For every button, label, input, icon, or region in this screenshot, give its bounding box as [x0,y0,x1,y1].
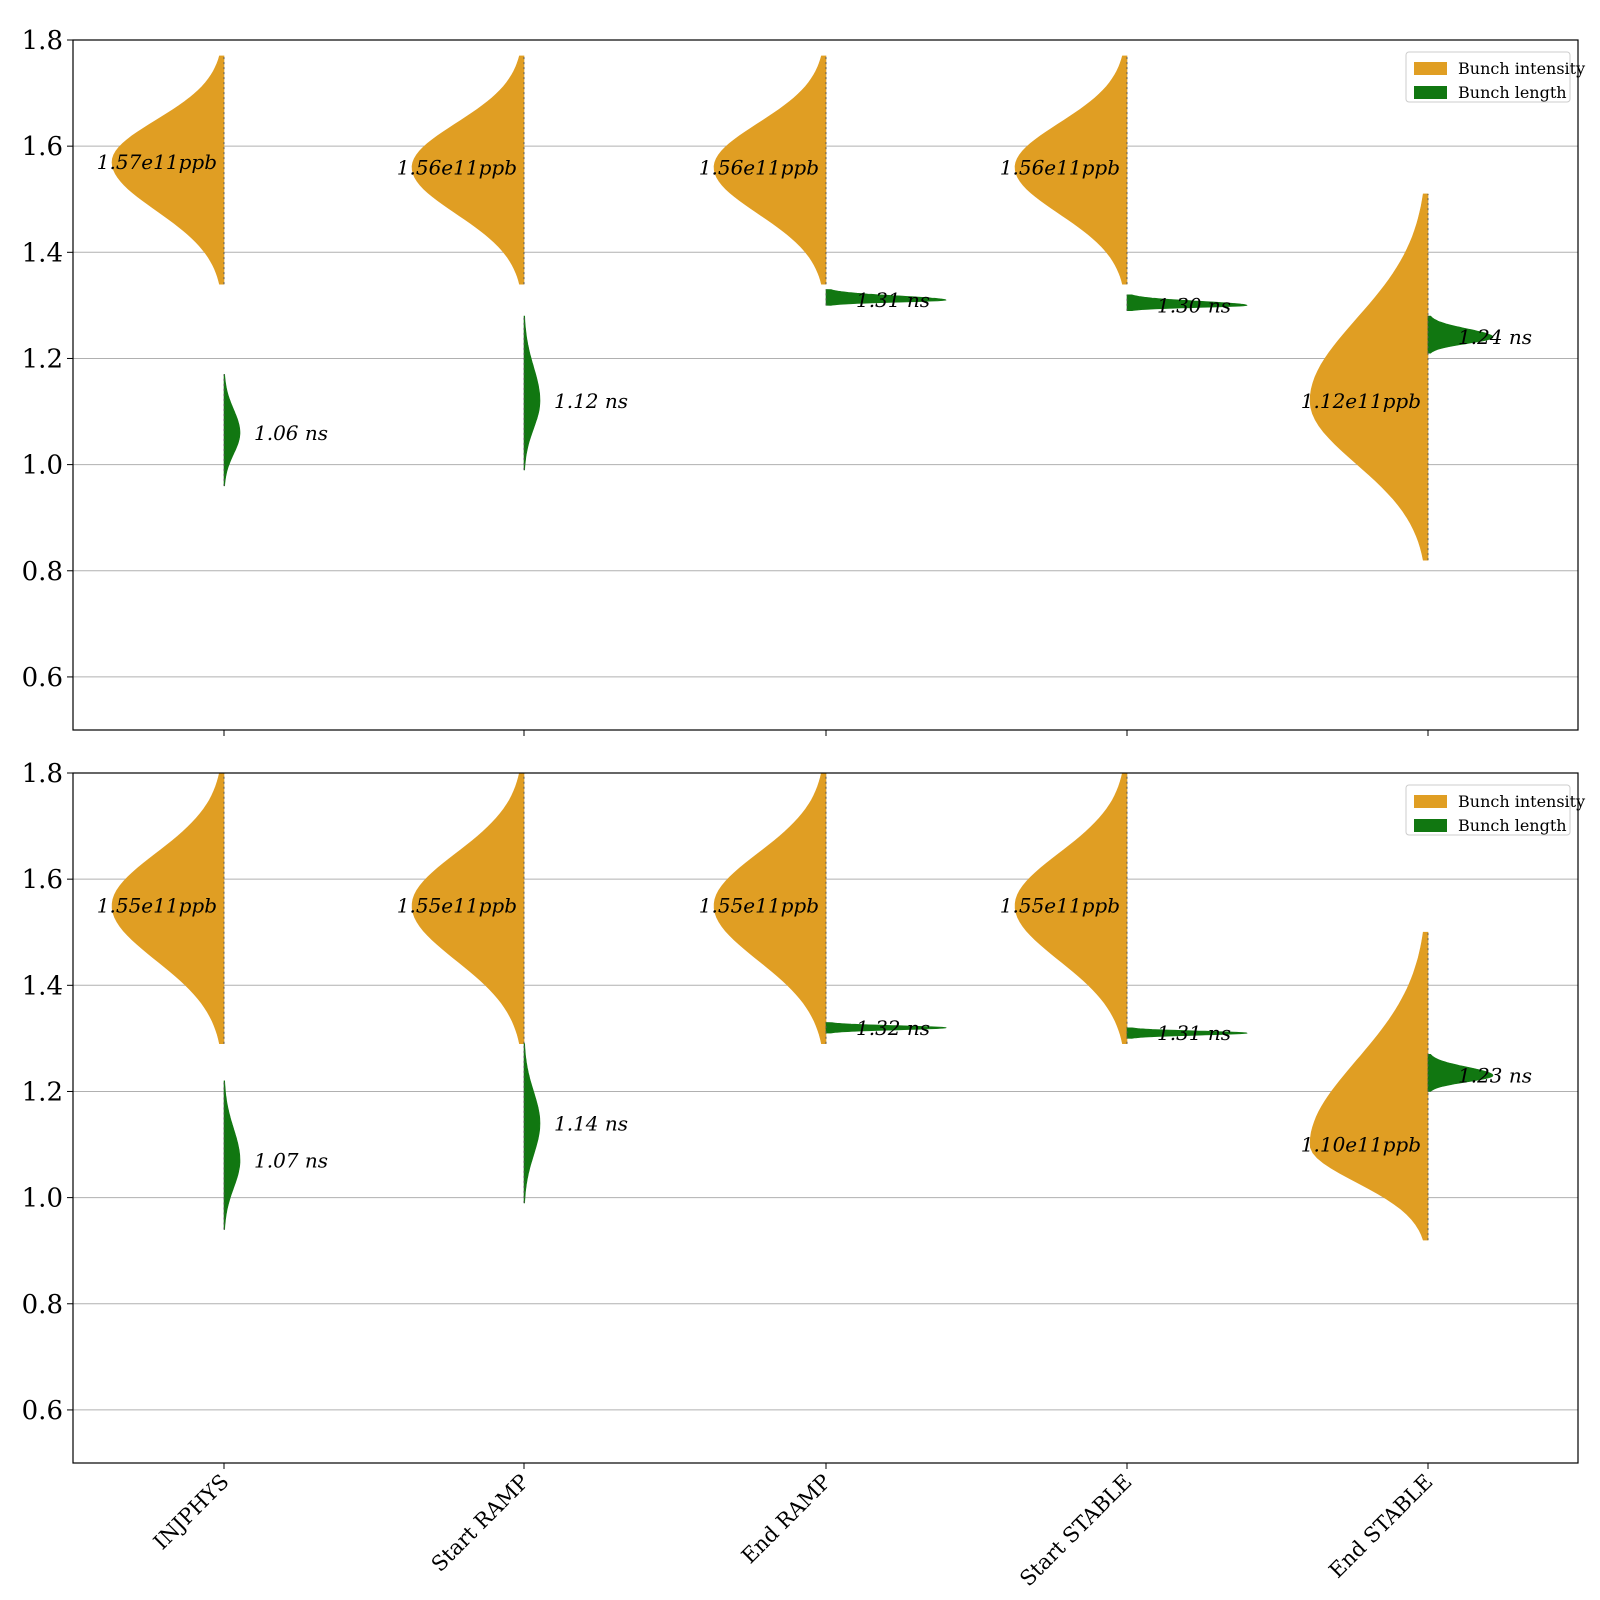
violin-length-5 [1427,315,1494,354]
y-tick-label: 1.0 [22,1184,63,1214]
data-label: 1.55e11ppb [699,894,819,918]
data-label: 1.24 ns [1458,325,1532,349]
x-tick-label: Start RAMP [427,1470,534,1577]
violin-intensity-5 [1309,193,1429,561]
y-tick-label: 0.8 [22,1290,63,1320]
data-label: 1.32 ns [856,1016,930,1040]
y-tick-label: 1.8 [22,759,63,789]
legend-swatch [1414,62,1447,75]
plot-frame [72,772,1579,1464]
legend-label: Bunch intensity [1458,792,1585,811]
data-label: 1.57e11ppb [97,150,217,174]
chart-panel-1: 0.6 0.8 1.0 1.2 1.4 1.6 1.8 1.57e11ppb 1.56e11pp… [22,26,1585,736]
legend-swatch [1414,86,1447,99]
violin-intensity-3 [713,55,827,285]
data-label: 1.55e11ppb [1000,894,1120,918]
violin-intensity-1 [111,55,225,285]
data-label: 1.56e11ppb [1000,155,1120,179]
data-label: 1.12 ns [554,389,628,413]
y-tick-label: 0.6 [22,1396,63,1426]
chart-panel-2: 0.6 0.8 1.0 1.2 1.4 1.6 1.8 1.55e11ppb 1.55e11pp… [22,759,1585,1469]
y-tick-label: 1.8 [22,26,63,56]
y-tick-label: 1.4 [22,971,63,1001]
legend-swatch [1414,795,1447,808]
violin-length-1 [223,374,241,487]
violin-intensity-2 [411,772,525,1045]
x-tick-label: End RAMP [737,1470,836,1569]
data-label: 1.07 ns [254,1148,328,1172]
violin-intensity-5 [1309,931,1429,1241]
y-tick-label: 1.2 [22,344,63,374]
data-label: 1.23 ns [1458,1064,1532,1088]
violin-length-2 [523,315,541,471]
y-tick-label: 1.0 [22,451,63,481]
y-tick-label: 1.2 [22,1077,63,1107]
data-label: 1.10e11ppb [1301,1133,1421,1157]
x-tick-label: INJPHYS [149,1470,234,1555]
data-label: 1.31 ns [1157,1021,1231,1045]
data-label: 1.12e11ppb [1301,389,1421,413]
legend-label: Bunch length [1458,83,1567,102]
data-label: 1.56e11ppb [699,155,819,179]
y-tick-label: 1.6 [22,865,63,895]
y-tick-label: 1.4 [22,238,63,268]
violin-length-2 [523,1043,541,1204]
y-tick-label: 0.8 [22,557,63,587]
violin-length-5 [1427,1053,1494,1092]
violin-intensity-3 [713,772,827,1045]
data-label: 1.31 ns [856,288,930,312]
legend-swatch [1414,819,1447,832]
plot-frame [72,39,1579,731]
violin-intensity-4 [1014,55,1128,285]
x-tick-label: End STABLE [1324,1470,1437,1583]
data-label: 1.14 ns [554,1111,628,1135]
violin-intensity-2 [411,55,525,285]
violin-intensity-4 [1014,772,1128,1045]
data-label: 1.55e11ppb [97,894,217,918]
data-label: 1.56e11ppb [397,155,517,179]
violin-length-3 [825,289,947,306]
data-label: 1.30 ns [1157,293,1231,317]
violin-length-3 [825,1022,947,1034]
legend-label: Bunch length [1458,816,1567,835]
data-label: 1.06 ns [254,421,328,445]
violin-length-4 [1126,294,1248,312]
violin-intensity-1 [111,772,225,1045]
violin-length-1 [223,1080,241,1230]
y-tick-label: 0.6 [22,663,63,693]
data-label: 1.55e11ppb [397,894,517,918]
violin-length-4 [1126,1027,1248,1039]
y-tick-label: 1.6 [22,132,63,162]
legend-label: Bunch intensity [1458,59,1585,78]
x-tick-label: Start STABLE [1015,1470,1136,1591]
